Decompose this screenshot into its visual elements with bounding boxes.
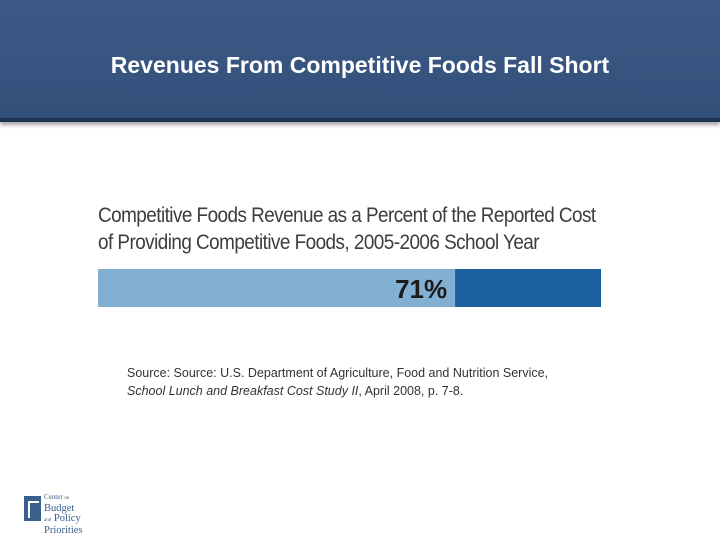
chart-title: Competitive Foods Revenue as a Percent o… bbox=[98, 202, 596, 256]
slide-title: Revenues From Competitive Foods Fall Sho… bbox=[110, 52, 610, 78]
bar-filled bbox=[98, 269, 456, 307]
logo-word-center: Center bbox=[44, 493, 63, 501]
bar-value-label: 71% bbox=[395, 274, 447, 304]
cbpp-logo-text: Center on Budget and Policy Priorities bbox=[44, 492, 99, 536]
percent-bar-chart: 71% bbox=[98, 269, 601, 307]
slide-header: Revenues From Competitive Foods Fall Sho… bbox=[0, 0, 720, 122]
source-study-title: School Lunch and Breakfast Cost Study II bbox=[127, 384, 359, 398]
logo-word-budget: Budget bbox=[44, 503, 75, 514]
logo-word-on: on bbox=[64, 496, 70, 501]
source-note: Source: Source: U.S. Department of Agric… bbox=[127, 364, 687, 400]
chart-title-line-2: of Providing Competitive Foods, 2005-200… bbox=[98, 231, 540, 254]
cbpp-logo: Center on Budget and Policy Priorities bbox=[24, 492, 94, 536]
chart-title-line-1: Competitive Foods Revenue as a Percent o… bbox=[98, 204, 596, 227]
logo-word-priorities: Priorities bbox=[44, 525, 83, 536]
source-study-details: , April 2008, p. 7-8. bbox=[358, 384, 464, 398]
logo-word-and: and bbox=[44, 518, 52, 523]
logo-word-policy: Policy bbox=[53, 513, 81, 524]
source-line-1: Source: Source: U.S. Department of Agric… bbox=[127, 366, 549, 380]
cbpp-logo-icon bbox=[24, 496, 41, 521]
source-line-2: School Lunch and Breakfast Cost Study II… bbox=[127, 382, 687, 400]
